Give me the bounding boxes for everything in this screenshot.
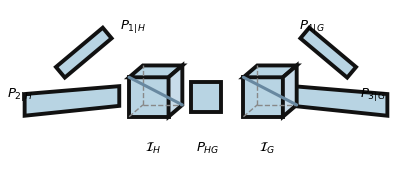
Text: $P_{4|G}$: $P_{4|G}$ <box>299 18 324 35</box>
Polygon shape <box>293 86 387 116</box>
Polygon shape <box>243 65 297 77</box>
Text: $P_{HG}$: $P_{HG}$ <box>196 141 220 156</box>
Polygon shape <box>243 77 283 117</box>
Polygon shape <box>300 28 356 78</box>
Polygon shape <box>129 65 183 77</box>
Polygon shape <box>25 86 119 116</box>
Text: $\mathcal{I}_G$: $\mathcal{I}_G$ <box>259 141 275 156</box>
Polygon shape <box>283 65 297 117</box>
Polygon shape <box>56 28 112 78</box>
Polygon shape <box>169 65 183 117</box>
Text: $\mathcal{I}_H$: $\mathcal{I}_H$ <box>145 141 161 156</box>
Text: $P_{1|H}$: $P_{1|H}$ <box>120 18 146 35</box>
Polygon shape <box>129 77 169 117</box>
Text: $P_{3|G}$: $P_{3|G}$ <box>360 86 386 103</box>
Text: $P_{2|H}$: $P_{2|H}$ <box>7 86 33 103</box>
Polygon shape <box>191 82 221 112</box>
